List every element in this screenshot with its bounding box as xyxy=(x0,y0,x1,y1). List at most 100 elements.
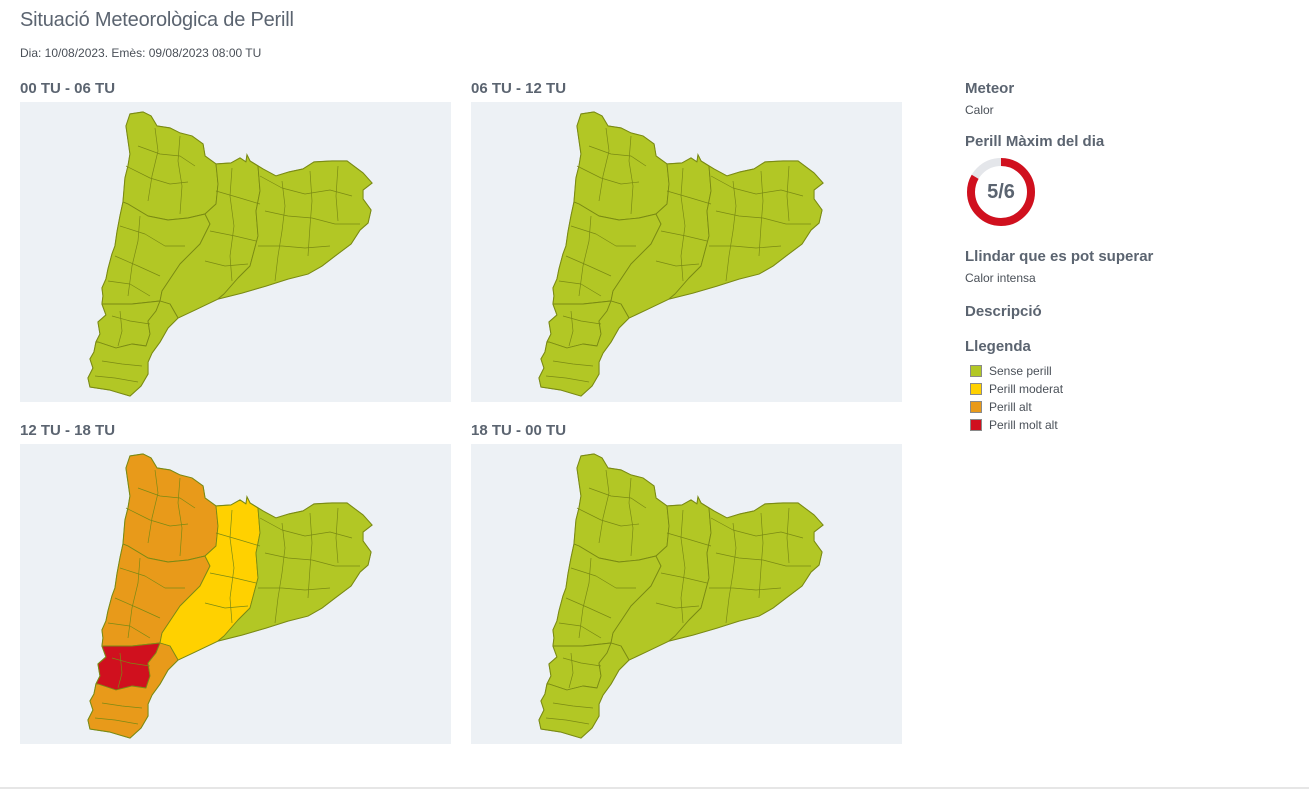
comarca-border xyxy=(598,469,610,544)
comarca-border xyxy=(177,135,183,215)
comarca-border xyxy=(215,532,261,547)
region-south[interactable] xyxy=(87,642,179,739)
catalonia-map[interactable] xyxy=(471,444,902,744)
region-north[interactable] xyxy=(573,111,670,221)
map-panel-12-18: 12 TU - 18 TU xyxy=(20,422,451,744)
comarca-border xyxy=(119,225,185,247)
comarca-border xyxy=(274,522,286,624)
comarca-border xyxy=(660,230,708,242)
region-east[interactable] xyxy=(217,160,373,300)
region-north[interactable] xyxy=(122,453,219,563)
comarca-border xyxy=(274,180,286,282)
comarca-border xyxy=(570,225,636,247)
map-canvas[interactable] xyxy=(471,102,902,402)
comarca-border xyxy=(598,127,610,202)
comarca-border xyxy=(101,702,143,709)
comarca-border xyxy=(229,167,235,282)
comarca-border xyxy=(565,597,612,619)
comarca-border xyxy=(177,477,183,557)
comarca-border xyxy=(117,652,123,689)
comarca-border xyxy=(335,165,339,222)
comarca-border xyxy=(565,255,612,277)
legend-item-perill-moderat: Perill moderat xyxy=(965,380,1295,398)
comarca-border xyxy=(258,245,331,249)
threshold-heading: Llindar que es pot superar xyxy=(965,248,1154,265)
legend-label: Perill moderat xyxy=(989,382,1064,396)
legend-item-perill-molt-alt: Perill molt alt xyxy=(965,416,1295,434)
comarca-border xyxy=(147,469,159,544)
region-east[interactable] xyxy=(668,502,824,642)
comarca-border xyxy=(335,507,339,564)
max-danger-heading: Perill Màxim del dia xyxy=(965,133,1105,150)
comarca-border xyxy=(111,315,151,325)
comarca-border xyxy=(558,280,602,297)
issue-date: Dia: 10/08/2023. Emès: 09/08/2023 08:00 … xyxy=(20,46,262,60)
comarca-border xyxy=(307,170,313,257)
map-canvas[interactable] xyxy=(471,444,902,744)
comarca-border xyxy=(215,190,261,205)
comarca-border xyxy=(119,567,185,589)
comarca-border xyxy=(758,170,764,257)
comarca-border xyxy=(568,652,574,689)
comarca-border xyxy=(786,507,790,564)
comarca-border xyxy=(570,567,636,589)
map-canvas[interactable] xyxy=(20,444,451,744)
comarca-border xyxy=(758,512,764,599)
comarca-border xyxy=(127,215,141,297)
comarca-border xyxy=(545,717,590,725)
page-title: Situació Meteorològica de Perill xyxy=(20,9,294,31)
comarca-border xyxy=(259,175,353,197)
comarca-border xyxy=(588,487,647,509)
map-panel-06-12: 06 TU - 12 TU xyxy=(471,80,902,402)
comarca-border xyxy=(94,375,139,383)
comarca-border xyxy=(264,552,360,567)
description-heading: Descripció xyxy=(965,303,1042,320)
catalonia-map[interactable] xyxy=(471,102,902,402)
catalonia-map[interactable] xyxy=(20,444,451,744)
comarca-border xyxy=(588,145,647,167)
comarca-border xyxy=(94,717,139,725)
region-north[interactable] xyxy=(573,453,670,563)
region-south[interactable] xyxy=(538,642,630,739)
comarca-border xyxy=(666,190,712,205)
legend-swatch xyxy=(970,383,982,395)
gauge-ring-icon xyxy=(967,158,1035,226)
meteor-heading: Meteor xyxy=(965,80,1015,97)
comarca-border xyxy=(125,165,189,185)
region-south[interactable] xyxy=(87,300,179,397)
map-panel-00-06: 00 TU - 06 TU xyxy=(20,80,451,402)
region-north[interactable] xyxy=(122,111,219,221)
comarca-border xyxy=(204,260,249,267)
comarca-border xyxy=(229,509,235,624)
footer-divider xyxy=(0,787,1309,789)
comarca-border xyxy=(545,375,590,383)
threshold-value: Calor intensa xyxy=(965,271,1036,285)
comarca-border xyxy=(117,310,123,347)
comarca-border xyxy=(107,622,151,639)
info-sidebar: Meteor Calor Perill Màxim del dia 5/6 Ll… xyxy=(965,80,1295,434)
comarca-border xyxy=(725,180,737,282)
region-east[interactable] xyxy=(217,502,373,642)
catalonia-map[interactable] xyxy=(20,102,451,402)
region-east[interactable] xyxy=(668,160,824,300)
meteor-value: Calor xyxy=(965,103,994,117)
comarca-border xyxy=(666,532,712,547)
comarca-border xyxy=(709,587,782,591)
comarca-border xyxy=(101,360,143,367)
comarca-border xyxy=(114,597,161,619)
comarca-border xyxy=(715,552,811,567)
map-panel-title: 12 TU - 18 TU xyxy=(20,422,116,439)
comarca-border xyxy=(552,360,594,367)
legend-swatch xyxy=(970,419,982,431)
comarca-border xyxy=(264,210,360,225)
comarca-border xyxy=(204,602,249,609)
comarca-border xyxy=(725,522,737,624)
map-canvas[interactable] xyxy=(20,102,451,402)
comarca-border xyxy=(137,487,196,509)
comarca-border xyxy=(114,255,161,277)
max-danger-value: 5/6 xyxy=(987,181,1015,203)
comarca-border xyxy=(576,165,640,185)
region-south[interactable] xyxy=(538,300,630,397)
comarca-border xyxy=(259,517,353,539)
comarca-border xyxy=(125,507,189,527)
